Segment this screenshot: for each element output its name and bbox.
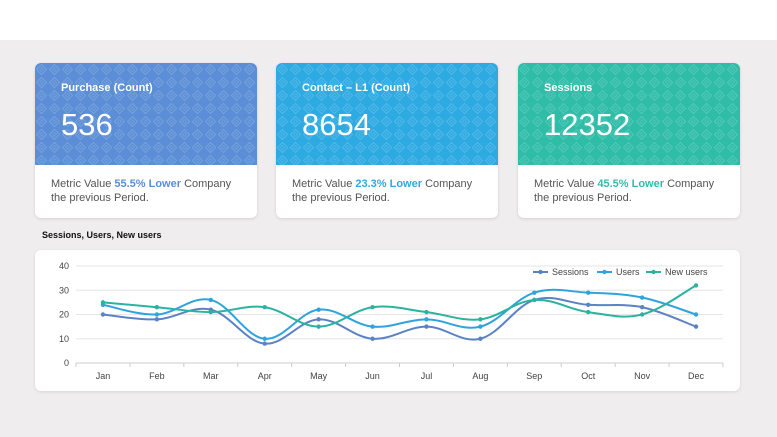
data-point[interactable] bbox=[154, 317, 160, 322]
legend-marker bbox=[538, 269, 543, 275]
data-point[interactable] bbox=[262, 341, 267, 346]
y-tick-label: 30 bbox=[59, 285, 69, 295]
legend-label[interactable]: Sessions bbox=[552, 267, 589, 277]
desc-suffix: Company the previous Period. bbox=[51, 178, 232, 204]
card-title: Contact – L1 (Count) bbox=[302, 82, 411, 94]
x-tick-label: Mar bbox=[203, 371, 219, 381]
diamond-pattern-icon bbox=[276, 63, 498, 165]
data-point[interactable] bbox=[154, 305, 160, 310]
x-tick-label: Sep bbox=[526, 371, 542, 381]
x-tick-label: Jul bbox=[421, 371, 433, 381]
card-header: Purchase (Count) 536 bbox=[35, 63, 257, 165]
data-point[interactable] bbox=[100, 312, 106, 317]
series-line bbox=[102, 284, 697, 328]
card-description: Metric Value 55.5% Lower Company the pre… bbox=[35, 165, 257, 205]
data-point[interactable] bbox=[100, 300, 106, 305]
x-tick-label: Aug bbox=[472, 371, 488, 381]
percent-change: 45.5% Lower bbox=[597, 178, 665, 190]
data-point[interactable] bbox=[208, 297, 213, 303]
desc-prefix: Metric Value bbox=[534, 178, 598, 190]
card-value: 536 bbox=[61, 107, 113, 142]
diamond-pattern-icon bbox=[35, 63, 257, 165]
data-point[interactable] bbox=[262, 336, 267, 341]
data-point[interactable] bbox=[586, 290, 591, 295]
data-point[interactable] bbox=[370, 324, 375, 329]
chart-panel bbox=[35, 250, 740, 391]
chart-title: Sessions, Users, New users bbox=[42, 230, 162, 240]
data-point[interactable] bbox=[424, 324, 429, 329]
data-point[interactable] bbox=[370, 305, 375, 310]
data-point[interactable] bbox=[316, 307, 321, 312]
y-tick-label: 40 bbox=[59, 261, 69, 271]
x-tick-label: Jan bbox=[96, 371, 111, 381]
percent-change: 23.3% Lower bbox=[355, 178, 423, 190]
data-point[interactable] bbox=[693, 312, 699, 317]
data-point[interactable] bbox=[639, 295, 645, 300]
x-tick-label: May bbox=[310, 371, 328, 381]
data-point[interactable] bbox=[262, 305, 267, 310]
legend-label[interactable]: Users bbox=[616, 267, 640, 277]
data-point[interactable] bbox=[316, 324, 321, 329]
metric-card-sessions[interactable]: Sessions 12352 Metric Value 45.5% Lower … bbox=[518, 63, 740, 218]
top-bar bbox=[0, 0, 777, 40]
card-title: Sessions bbox=[544, 82, 593, 94]
legend-marker bbox=[602, 269, 607, 275]
card-value: 12352 bbox=[544, 107, 631, 142]
data-point[interactable] bbox=[424, 309, 429, 315]
data-point[interactable] bbox=[370, 336, 375, 341]
card-description: Metric Value 45.5% Lower Company the pre… bbox=[518, 165, 740, 205]
desc-prefix: Metric Value bbox=[51, 178, 115, 190]
desc-suffix: Company the previous Period. bbox=[534, 178, 715, 204]
card-header: Contact – L1 (Count) 8654 bbox=[276, 63, 498, 165]
metric-card-purchase[interactable]: Purchase (Count) 536 Metric Value 55.5% … bbox=[35, 63, 257, 218]
desc-suffix: Company the previous Period. bbox=[292, 178, 473, 204]
card-title: Purchase (Count) bbox=[61, 82, 153, 94]
data-point[interactable] bbox=[639, 305, 645, 310]
data-point[interactable] bbox=[424, 317, 429, 322]
data-point[interactable] bbox=[693, 283, 699, 288]
data-point[interactable] bbox=[478, 336, 483, 341]
x-tick-label: Jun bbox=[365, 371, 380, 381]
data-point[interactable] bbox=[693, 324, 699, 329]
x-tick-label: Apr bbox=[258, 371, 272, 381]
series-line bbox=[102, 296, 697, 345]
percent-change: 55.5% Lower bbox=[114, 178, 182, 190]
desc-prefix: Metric Value bbox=[292, 178, 356, 190]
data-point[interactable] bbox=[154, 312, 160, 317]
data-point[interactable] bbox=[316, 317, 321, 322]
x-tick-label: Oct bbox=[581, 371, 596, 381]
data-point[interactable] bbox=[208, 309, 213, 315]
data-point[interactable] bbox=[532, 290, 537, 295]
x-tick-label: Dec bbox=[688, 371, 705, 381]
data-point[interactable] bbox=[478, 317, 483, 322]
card-value: 8654 bbox=[302, 107, 371, 142]
card-description: Metric Value 23.3% Lower Company the pre… bbox=[276, 165, 498, 205]
data-point[interactable] bbox=[478, 324, 483, 329]
x-tick-label: Nov bbox=[634, 371, 651, 381]
x-tick-label: Feb bbox=[149, 371, 165, 381]
data-point[interactable] bbox=[639, 312, 645, 317]
legend-label[interactable]: New users bbox=[665, 267, 708, 277]
data-point[interactable] bbox=[532, 297, 537, 303]
y-tick-label: 20 bbox=[59, 310, 69, 320]
legend-marker bbox=[651, 269, 656, 275]
y-tick-label: 0 bbox=[64, 358, 69, 368]
y-tick-label: 10 bbox=[59, 334, 69, 344]
card-header: Sessions 12352 bbox=[518, 63, 740, 165]
data-point[interactable] bbox=[586, 302, 591, 307]
metric-card-contact[interactable]: Contact – L1 (Count) 8654 Metric Value 2… bbox=[276, 63, 498, 218]
data-point[interactable] bbox=[586, 309, 591, 315]
diamond-pattern-icon bbox=[518, 63, 740, 165]
